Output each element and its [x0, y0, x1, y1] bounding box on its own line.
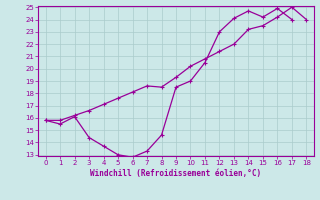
X-axis label: Windchill (Refroidissement éolien,°C): Windchill (Refroidissement éolien,°C) [91, 169, 261, 178]
